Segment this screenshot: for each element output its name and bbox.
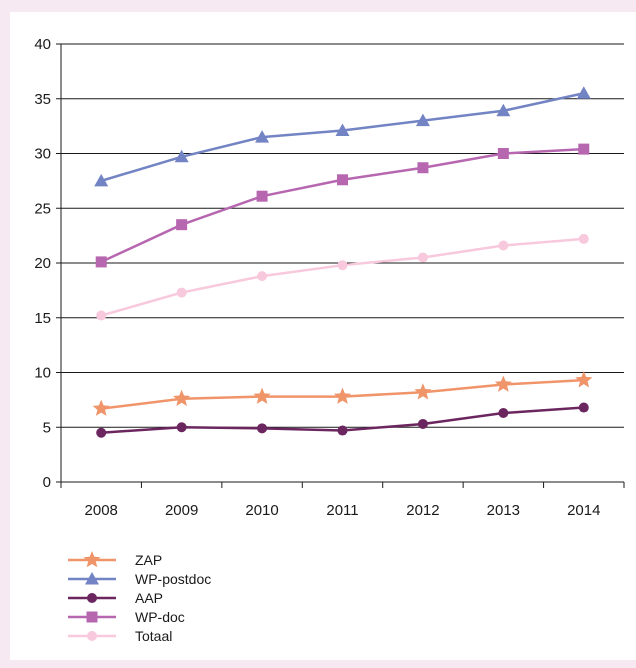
- legend-swatch-marker: [83, 551, 101, 568]
- data-point-wp-postdoc: [335, 123, 350, 137]
- y-tick-label: 0: [43, 474, 51, 491]
- data-point-aap: [176, 422, 187, 433]
- x-tick-labels: 2008 2009 2010 2011 2012 2013 2014: [85, 502, 601, 519]
- data-point-zap: [575, 371, 593, 388]
- data-point-wp-postdoc: [174, 149, 189, 163]
- data-point-wp-doc: [578, 143, 590, 155]
- legend-entry-totaal: Totaal: [68, 628, 172, 644]
- y-tick-label: 5: [43, 419, 51, 436]
- data-point-totaal: [417, 252, 428, 263]
- data-point-totaal: [96, 310, 107, 321]
- y-tick-label: 30: [34, 146, 51, 163]
- legend-swatch-marker: [87, 593, 97, 603]
- data-point-wp-doc: [256, 190, 268, 202]
- legend: ZAP WP-postdoc AAP WP-doc Totaal: [68, 551, 211, 644]
- legend-entry-wp-doc: WP-doc: [68, 609, 185, 625]
- data-point-wp-postdoc: [576, 86, 591, 99]
- data-point-wp-doc: [417, 162, 429, 174]
- x-tick-label: 2012: [406, 502, 439, 519]
- y-tick-label: 25: [34, 200, 51, 217]
- legend-label: ZAP: [135, 552, 162, 568]
- legend-label: Totaal: [135, 628, 172, 644]
- data-point-zap: [253, 387, 271, 404]
- x-tick-label: 2010: [245, 502, 278, 519]
- data-point-wp-doc: [497, 148, 509, 159]
- series-zap: [92, 371, 593, 416]
- data-point-zap: [494, 375, 512, 392]
- series-aap: [96, 402, 589, 438]
- legend-entry-zap: ZAP: [68, 551, 162, 568]
- series-line-totaal: [100, 237, 584, 317]
- series-wp-doc: [95, 143, 590, 268]
- data-point-aap: [337, 425, 348, 436]
- data-point-wp-doc: [176, 219, 188, 231]
- y-tick-label: 40: [34, 36, 51, 53]
- y-tick-label: 15: [34, 310, 51, 327]
- y-tick-label: 35: [34, 91, 51, 108]
- data-point-zap: [173, 389, 191, 407]
- data-point-totaal: [257, 271, 268, 282]
- axes: [56, 43, 625, 488]
- series-layer: [92, 86, 593, 438]
- legend-swatch-marker: [85, 572, 99, 585]
- y-tick-label: 20: [34, 255, 51, 272]
- y-tick-label: 10: [34, 365, 51, 382]
- data-point-aap: [578, 402, 589, 413]
- series-totaal: [96, 233, 589, 321]
- legend-swatch-marker: [86, 611, 98, 623]
- series-wp-postdoc: [94, 86, 591, 187]
- series-line-wp-postdoc: [100, 92, 585, 183]
- data-point-zap: [414, 383, 432, 400]
- data-point-totaal: [337, 260, 348, 271]
- y-tick-labels: 0 5 10 15 20 25 30 35 40: [34, 36, 51, 491]
- data-point-wp-postdoc: [255, 130, 270, 143]
- grid-lines: [61, 43, 624, 428]
- data-point-wp-postdoc: [94, 173, 109, 187]
- data-point-wp-doc: [95, 256, 107, 268]
- data-point-totaal: [498, 240, 509, 251]
- chart-panel: 0 5 10 15 20 25 30 35 40 2008 2009 2010 2011 2012 201…: [10, 12, 636, 660]
- data-point-wp-doc: [337, 174, 348, 186]
- data-point-wp-postdoc: [496, 103, 511, 117]
- data-point-aap: [96, 427, 107, 438]
- line-chart: 0 5 10 15 20 25 30 35 40 2008 2009 2010 2011 2012 201…: [34, 36, 625, 644]
- data-point-wp-postdoc: [415, 113, 430, 127]
- data-point-aap: [417, 418, 428, 429]
- legend-label: WP-doc: [135, 609, 185, 625]
- data-point-aap: [257, 423, 268, 434]
- legend-label: WP-postdoc: [135, 571, 211, 587]
- legend-label: AAP: [135, 590, 163, 606]
- data-point-zap: [333, 387, 352, 404]
- x-tick-label: 2011: [326, 502, 358, 519]
- x-tick-label: 2014: [567, 502, 600, 519]
- x-tick-label: 2008: [85, 502, 118, 519]
- x-tick-label: 2009: [165, 502, 198, 519]
- data-point-zap: [92, 399, 110, 416]
- data-point-aap: [498, 408, 509, 419]
- legend-entry-wp-postdoc: WP-postdoc: [68, 571, 211, 587]
- legend-swatch-marker: [87, 631, 97, 641]
- legend-entry-aap: AAP: [68, 590, 163, 606]
- data-point-totaal: [176, 287, 187, 298]
- x-tick-label: 2013: [487, 502, 520, 519]
- data-point-totaal: [578, 233, 589, 244]
